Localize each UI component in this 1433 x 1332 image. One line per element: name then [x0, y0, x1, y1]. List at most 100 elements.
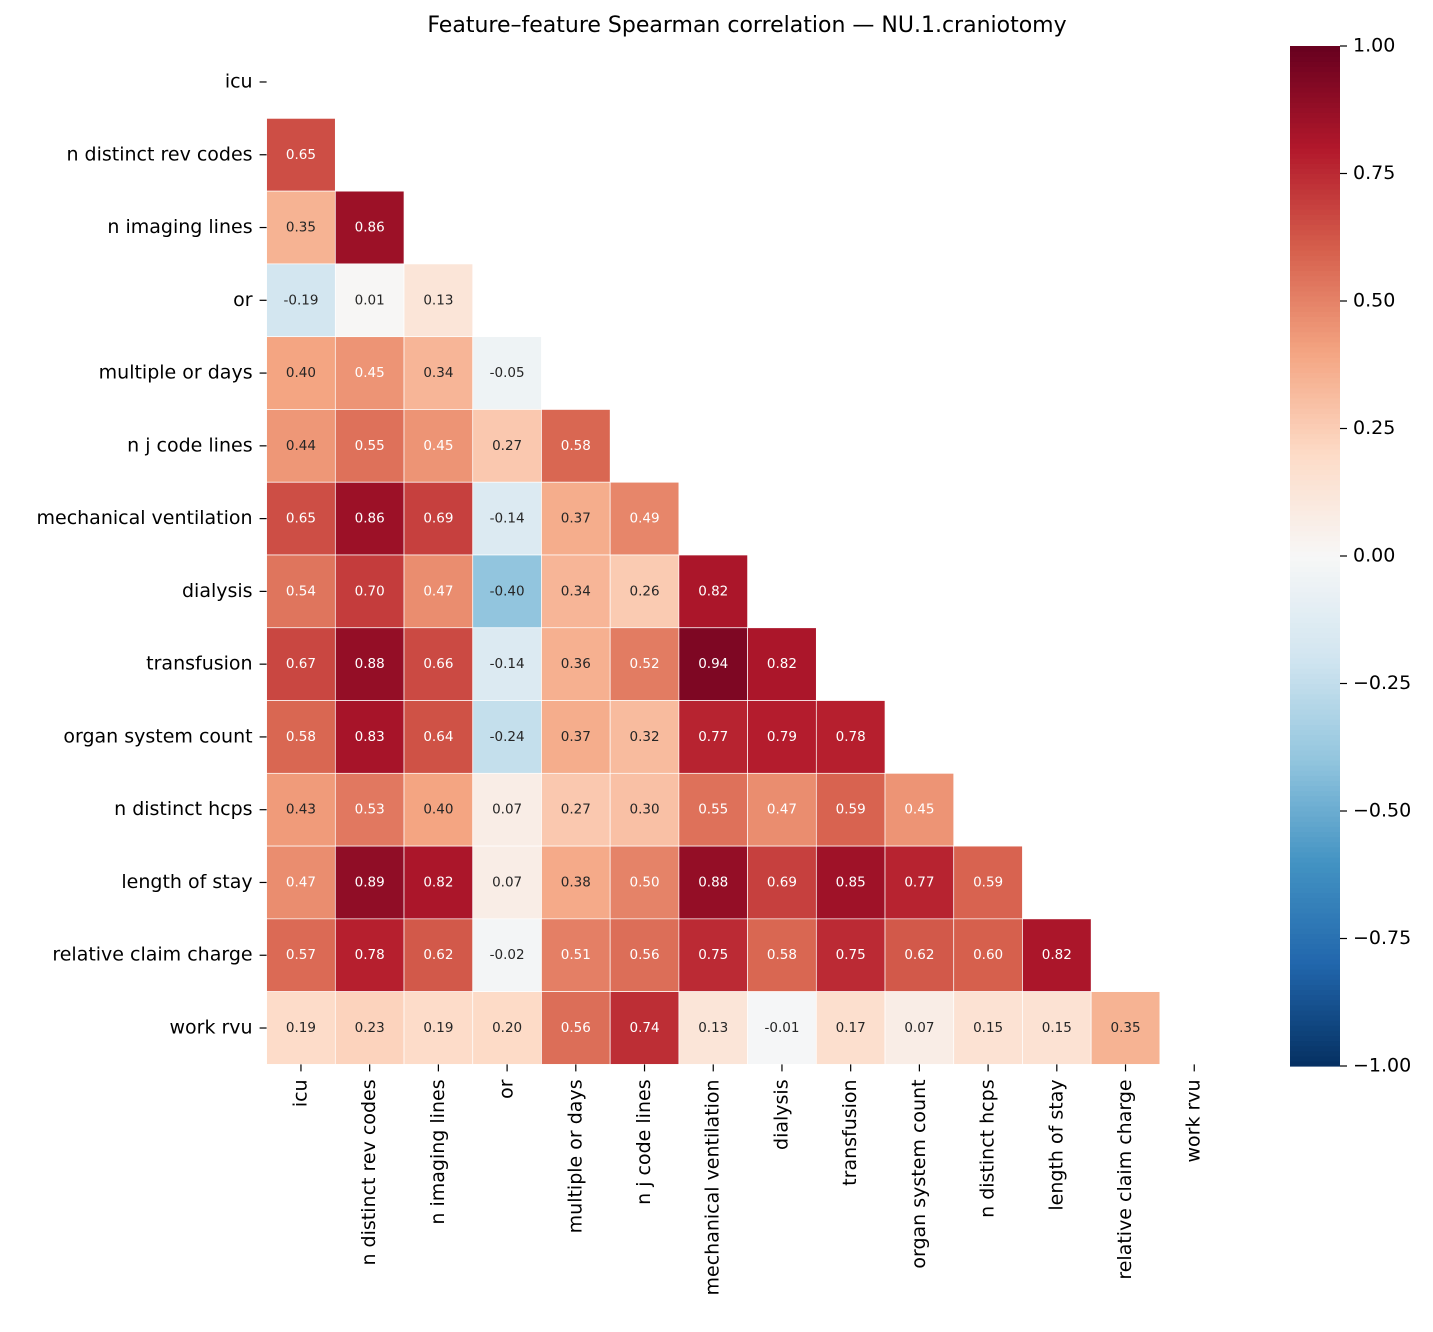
colorbar-step: [1290, 311, 1340, 317]
colorbar-step: [1290, 984, 1340, 991]
cell-label: 0.40: [286, 365, 316, 381]
colorbar-step: [1290, 617, 1340, 623]
colorbar-tick-label: 0.25: [1353, 417, 1395, 439]
chart-title: Feature–feature Spearman correlation — N…: [427, 13, 1066, 38]
y-tick-label: organ system count: [63, 725, 252, 747]
cell-label: 0.82: [767, 656, 797, 672]
y-tick-label: n imaging lines: [107, 216, 252, 238]
cell: [815, 700, 886, 774]
colorbar-step: [1290, 316, 1340, 322]
cell: [747, 772, 817, 847]
colorbar-step: [1290, 66, 1340, 73]
cell: [541, 772, 611, 847]
colorbar-step: [1290, 979, 1340, 985]
x-tick-label: work rvu: [1183, 1079, 1205, 1162]
colorbar-step: [1290, 1030, 1340, 1036]
colorbar-step: [1290, 897, 1340, 904]
cell: [815, 845, 886, 920]
cell: [678, 918, 748, 992]
colorbar-step: [1290, 612, 1340, 618]
cell: [815, 772, 886, 847]
colorbar-step: [1290, 709, 1340, 715]
colorbar-step: [1290, 520, 1340, 526]
colorbar-step: [1290, 872, 1340, 878]
colorbar-step: [1290, 295, 1340, 302]
cell-label: 0.79: [767, 729, 797, 745]
colorbar-step: [1290, 913, 1340, 919]
colorbar-step: [1290, 933, 1340, 940]
colorbar-step: [1290, 545, 1340, 552]
cell: [678, 700, 748, 774]
colorbar-step: [1290, 1025, 1340, 1031]
colorbar-step: [1290, 408, 1340, 414]
colorbar-step: [1290, 244, 1340, 251]
cell: [884, 918, 955, 992]
colorbar-step: [1290, 137, 1340, 144]
colorbar-step: [1290, 153, 1340, 159]
cell-label: 0.35: [1110, 1020, 1140, 1036]
colorbar-step: [1290, 387, 1340, 394]
colorbar-step: [1290, 377, 1340, 384]
colorbar-step: [1290, 474, 1340, 481]
x-tick-label: n distinct rev codes: [358, 1079, 380, 1265]
colorbar-step: [1290, 989, 1340, 996]
colorbar: [1290, 46, 1340, 1067]
colorbar-step: [1290, 658, 1340, 664]
cell-label: 0.37: [561, 511, 591, 527]
cell: [953, 991, 1023, 1065]
colorbar-step: [1290, 423, 1340, 430]
colorbar-step: [1290, 357, 1340, 363]
cell-label: 0.85: [836, 874, 866, 890]
cell: [403, 481, 474, 556]
cell-label: 0.47: [423, 583, 453, 599]
colorbar-tick-label: −1.00: [1353, 1055, 1411, 1077]
colorbar-step: [1290, 902, 1340, 909]
cell-label: 0.27: [561, 802, 591, 818]
colorbar-step: [1290, 158, 1340, 164]
y-tick-label: n distinct hcps: [114, 798, 252, 820]
cell-label: -0.40: [490, 583, 525, 599]
colorbar-step: [1290, 219, 1340, 226]
cell-label: 0.62: [423, 947, 453, 963]
colorbar-step: [1290, 923, 1340, 929]
colorbar-step: [1290, 193, 1340, 200]
cell: [334, 336, 405, 410]
colorbar-step: [1290, 795, 1340, 802]
colorbar-step: [1290, 964, 1340, 970]
colorbar-step: [1290, 346, 1340, 353]
colorbar-step: [1290, 647, 1340, 654]
colorbar-step: [1290, 571, 1340, 577]
cell: [609, 700, 680, 774]
cell: [609, 772, 680, 847]
colorbar-step: [1290, 81, 1340, 88]
cell-label: 0.69: [423, 511, 453, 527]
cell-label: 0.15: [1042, 1020, 1072, 1036]
colorbar-step: [1290, 403, 1340, 409]
cell: [334, 772, 405, 847]
colorbar-step: [1290, 1009, 1340, 1016]
x-tick-label: transfusion: [839, 1079, 861, 1185]
colorbar-step: [1290, 46, 1340, 52]
cell-label: 0.19: [423, 1020, 453, 1036]
colorbar-step: [1290, 122, 1340, 129]
y-tick-label: or: [233, 289, 253, 311]
colorbar-step: [1290, 97, 1340, 103]
cell: [403, 263, 474, 338]
cell-label: 0.59: [973, 874, 1003, 890]
colorbar-step: [1290, 433, 1340, 440]
colorbar-step: [1290, 239, 1340, 246]
cell-label: 0.52: [629, 656, 659, 672]
colorbar-step: [1290, 413, 1340, 419]
cell-label: 0.88: [355, 656, 385, 672]
colorbar-step: [1290, 484, 1340, 491]
cell-label: 0.37: [561, 729, 591, 745]
colorbar-step: [1290, 168, 1340, 175]
colorbar-step: [1290, 994, 1340, 1001]
colorbar-step: [1290, 56, 1340, 62]
colorbar-step: [1290, 918, 1340, 924]
colorbar-step: [1290, 862, 1340, 868]
colorbar-step: [1290, 173, 1340, 180]
cell-label: 0.30: [629, 802, 659, 818]
cell: [403, 991, 474, 1065]
cell-label: 0.58: [767, 947, 797, 963]
